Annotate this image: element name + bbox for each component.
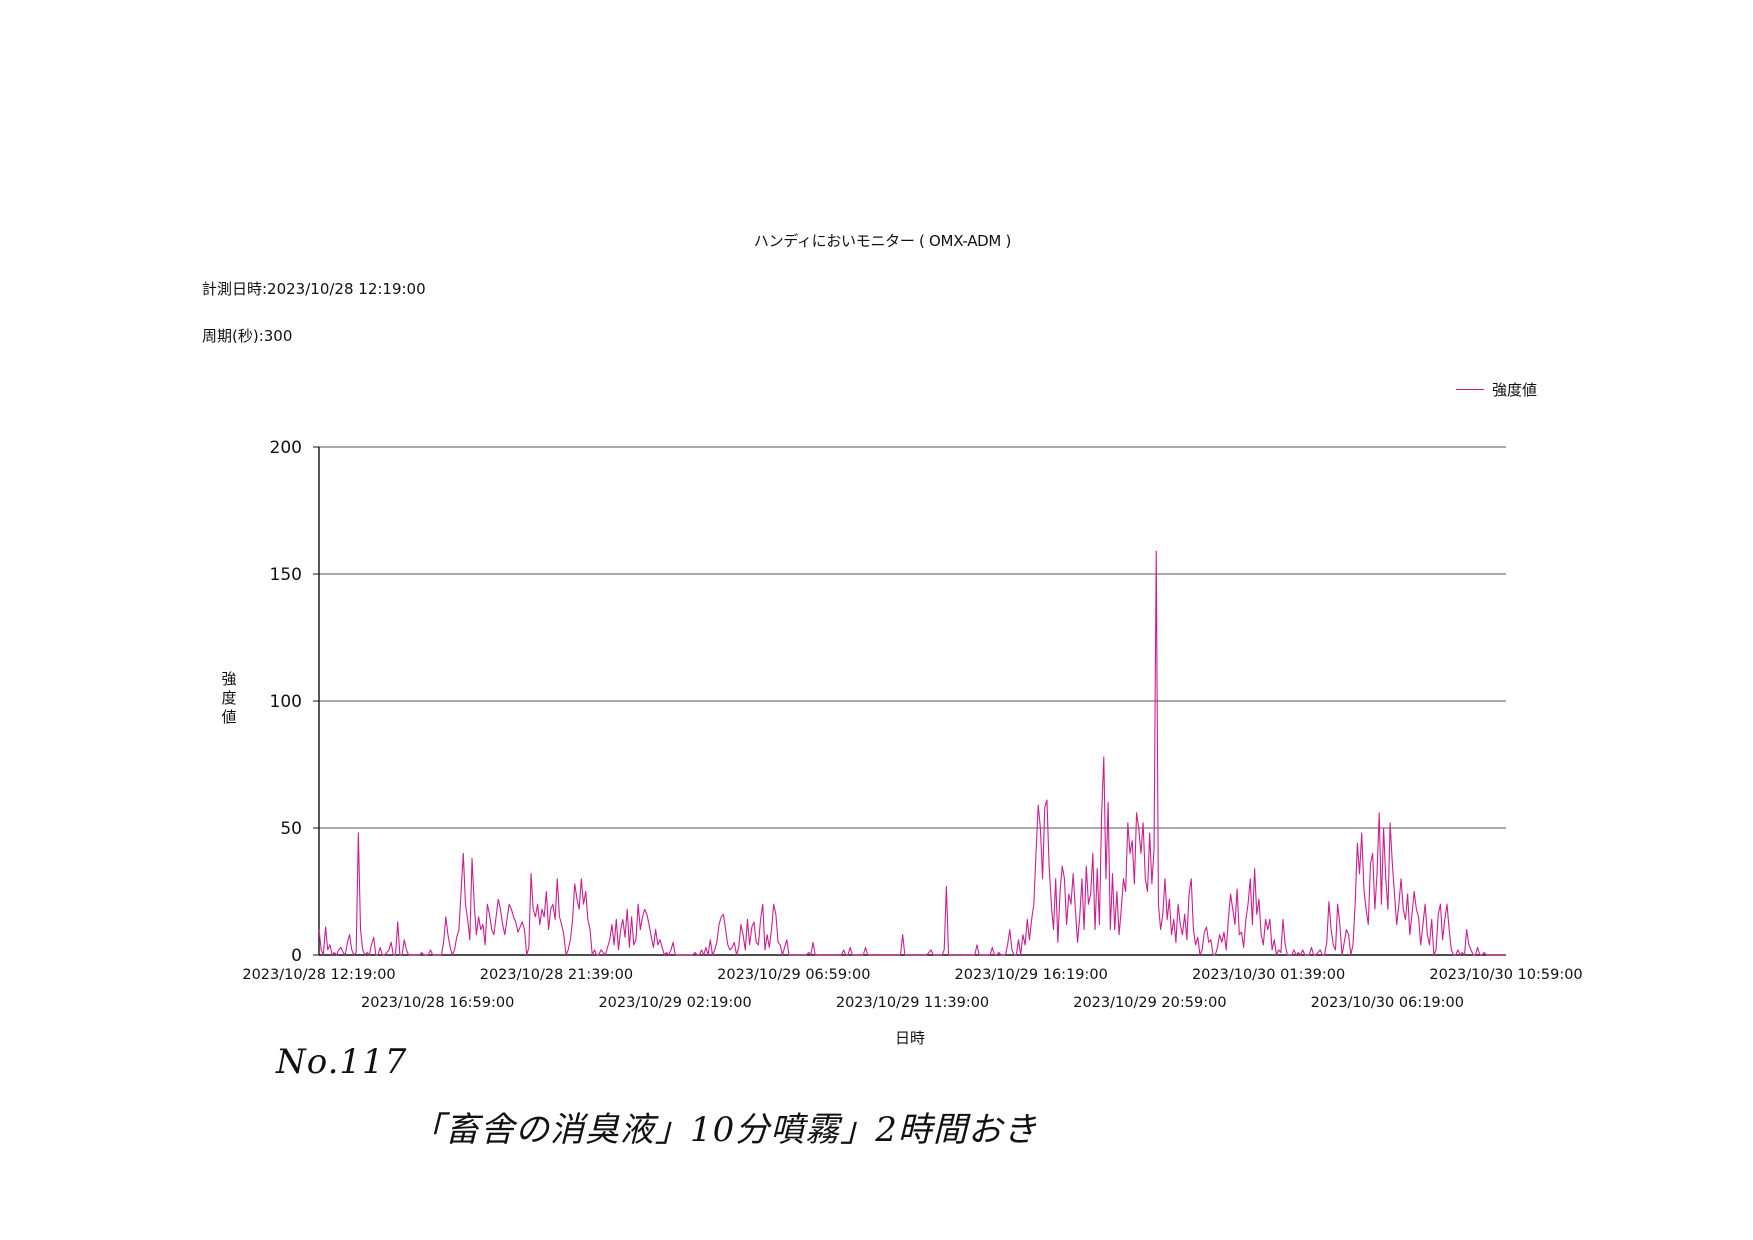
chart-title: ハンディにおいモニター ( OMX-ADM ) <box>753 232 1012 250</box>
measurement-period: 周期(秒):300 <box>202 327 293 345</box>
x-tick-label: 2023/10/28 12:19:00 <box>242 967 395 983</box>
x-tick-label: 2023/10/28 16:59:00 <box>361 995 514 1011</box>
x-tick-label: 2023/10/30 01:39:00 <box>1192 967 1345 983</box>
y-tick-label: 0 <box>291 946 302 966</box>
handwritten-note: 「畜舎の消臭液」10分噴霧」2時間おき <box>410 1110 1038 1150</box>
y-tick-label: 50 <box>280 819 302 839</box>
x-tick-label: 2023/10/29 16:19:00 <box>955 967 1108 983</box>
legend-line-swatch <box>1456 389 1484 390</box>
y-tick-label: 150 <box>270 565 302 585</box>
x-tick-label: 2023/10/30 10:59:00 <box>1429 967 1582 983</box>
x-tick-label: 2023/10/29 11:39:00 <box>836 995 989 1011</box>
y-tick-label: 200 <box>270 438 302 458</box>
x-tick-label: 2023/10/29 20:59:00 <box>1073 995 1226 1011</box>
x-axis-label: 日時 <box>895 1029 926 1047</box>
y-tick-label: 100 <box>270 692 302 712</box>
legend: 強度値 <box>1456 379 1537 400</box>
x-tick-label: 2023/10/29 02:19:00 <box>598 995 751 1011</box>
legend-label: 強度値 <box>1492 381 1538 399</box>
series-line-intensity <box>318 550 1506 956</box>
measurement-datetime: 計測日時:2023/10/28 12:19:00 <box>202 280 426 298</box>
x-tick-label: 2023/10/30 06:19:00 <box>1311 995 1464 1011</box>
handwritten-number: No.117 <box>276 1042 408 1082</box>
x-tick-label: 2023/10/29 06:59:00 <box>717 967 870 983</box>
x-tick-label: 2023/10/28 21:39:00 <box>480 967 633 983</box>
y-axis-label: 強度値 <box>221 670 237 726</box>
